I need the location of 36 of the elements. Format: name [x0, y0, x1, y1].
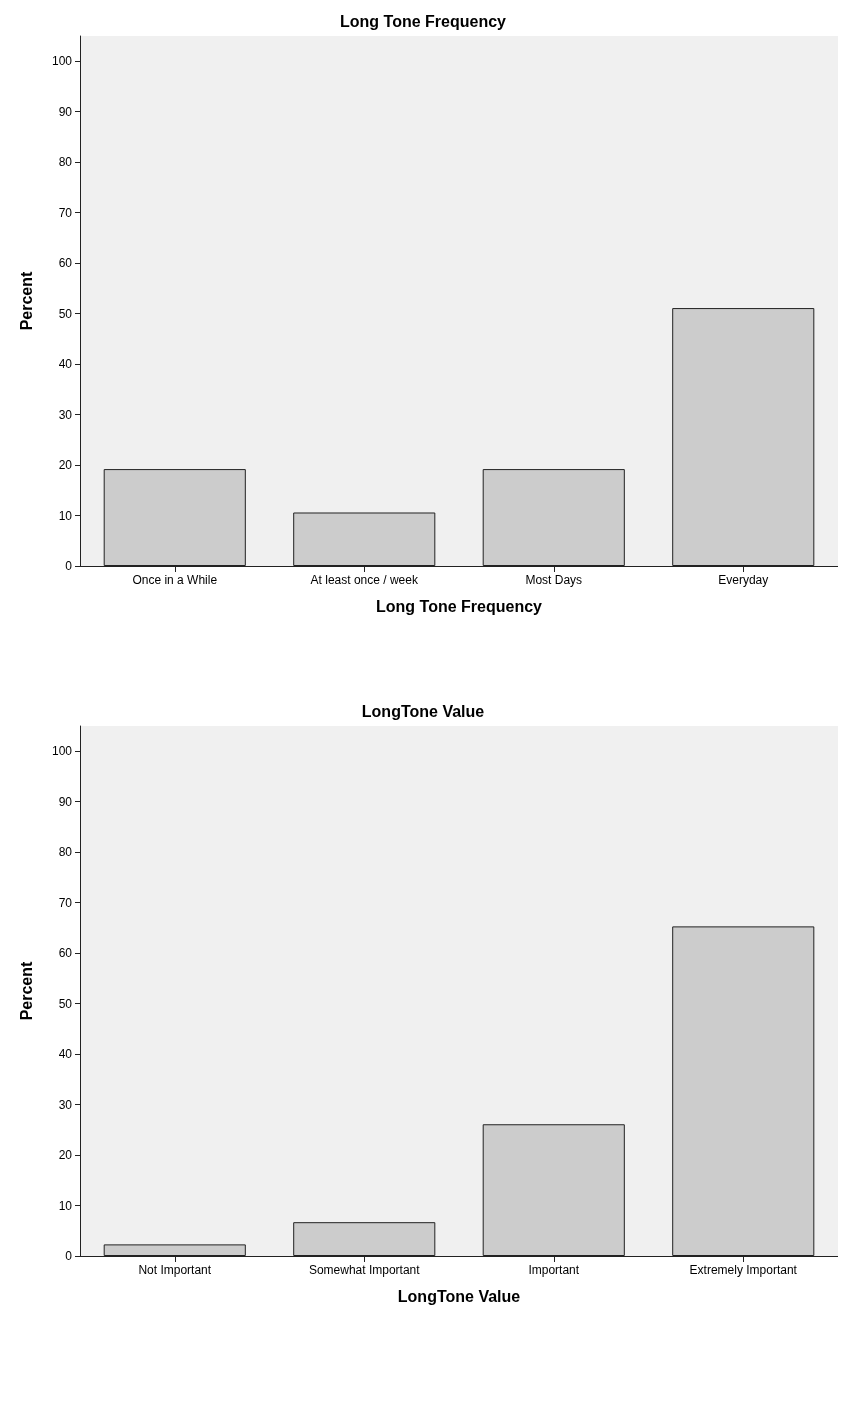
y-tick-label: 100 [51, 744, 73, 759]
y-tick-label: 30 [58, 1097, 73, 1112]
y-tick-label: 90 [58, 794, 73, 809]
x-tick-label: Not Important [138, 1263, 212, 1277]
y-tick-label: 90 [58, 104, 73, 119]
chart-title: LongTone Value [361, 702, 485, 720]
y-tick-label: 70 [58, 895, 73, 910]
y-tick-label: 50 [58, 306, 73, 321]
x-axis-title: LongTone Value [397, 1287, 521, 1305]
y-tick-label: 80 [58, 155, 73, 170]
x-tick-label: Extremely Important [689, 1263, 798, 1277]
y-tick-label: 40 [58, 357, 73, 372]
x-tick-label: Somewhat Important [308, 1263, 421, 1277]
y-tick-label: 70 [58, 205, 73, 220]
y-tick-label: 0 [65, 559, 73, 573]
x-tick-label: At least once / week [310, 573, 419, 587]
y-tick-label: 40 [58, 1047, 73, 1062]
y-tick-label: 10 [58, 1198, 73, 1213]
y-axis-title: Percent [17, 960, 35, 1021]
y-tick-label: 60 [58, 946, 73, 961]
y-tick-label: 80 [58, 845, 73, 860]
y-tick-label: 20 [58, 458, 73, 473]
y-tick-label: 10 [58, 508, 73, 523]
y-axis-title: Percent [17, 270, 35, 331]
x-tick-label: Everyday [718, 573, 769, 587]
x-tick-label: Most Days [525, 573, 583, 587]
x-tick-label: Important [528, 1263, 580, 1277]
y-tick-label: 20 [58, 1148, 73, 1163]
y-tick-label: 60 [58, 256, 73, 271]
y-tick-label: 100 [51, 54, 73, 69]
y-tick-label: 30 [58, 407, 73, 422]
x-axis-title: Long Tone Frequency [376, 597, 543, 615]
y-tick-label: 0 [65, 1249, 73, 1263]
y-tick-label: 50 [58, 996, 73, 1011]
x-tick-label: Once in a While [132, 573, 218, 587]
chart-title: Long Tone Frequency [340, 12, 507, 30]
